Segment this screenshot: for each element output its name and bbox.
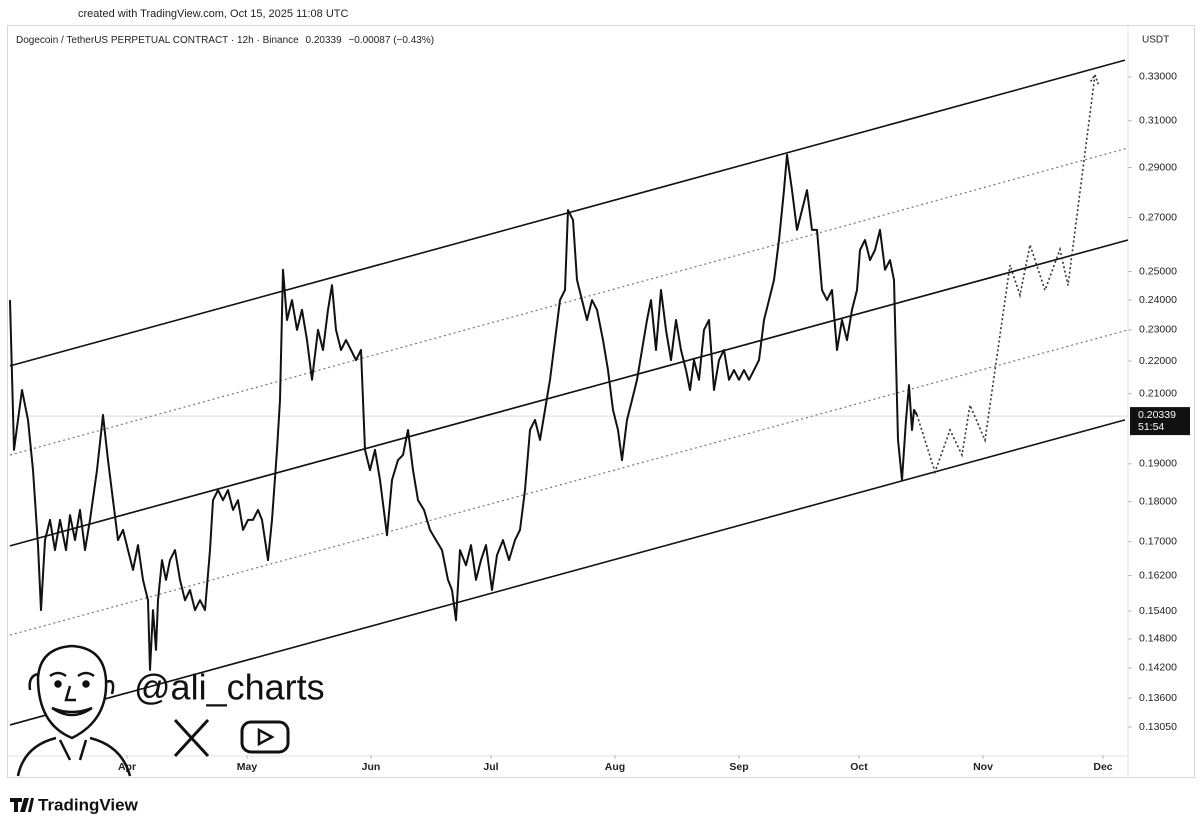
x-tick-label: Jun [362,761,381,773]
countdown: 51:54 [1138,421,1164,433]
currency: USDT [1142,35,1169,46]
y-tick-label: 0.31000 [1139,115,1177,127]
y-tick-label: 0.16200 [1139,569,1177,581]
y-tick-label: 0.24000 [1139,294,1177,306]
last-price-tag [1130,407,1190,436]
x-tick-label: Dec [1093,761,1112,773]
y-tick-label: 0.22000 [1139,355,1177,367]
y-tick-label: 0.17000 [1139,536,1177,548]
projection-line [916,74,1096,475]
youtube-play [257,727,275,747]
x-tick-label: Jul [483,761,498,773]
y-tick-label: 0.18000 [1139,495,1177,507]
last-price-label: 0.20339 [1138,409,1176,421]
watermark-handle: @ali_charts [134,667,325,708]
x-tick-label: Oct [850,761,868,773]
x-tick-label: Nov [973,761,993,773]
brand-name: TradingView [38,795,139,814]
y-tick-label: 0.27000 [1139,211,1177,223]
channel-line [9,329,1129,636]
x-logo [173,718,210,758]
header-change: −0.00087 (−0.43%) [348,35,434,46]
channel-line [9,147,1129,456]
y-tick-label: 0.13050 [1139,721,1177,733]
channel-line [9,239,1129,547]
header-price: 0.20339 [306,35,343,46]
brand-logo [10,798,34,812]
symbol: Dogecoin / TetherUS PERPETUAL CONTRACT ·… [16,35,299,46]
created-note: created with TradingView.com, Oct 15, 20… [78,8,349,20]
y-tick-label: 0.13600 [1139,692,1177,704]
y-tick-label: 0.29000 [1139,161,1177,173]
x-tick-label: Sep [729,761,748,773]
x-tick-label: May [237,761,258,773]
watermark: @ali_charts [16,644,325,777]
avatar [16,644,132,777]
y-tick-label: 0.15400 [1139,605,1177,617]
y-tick-label: 0.19000 [1139,458,1177,470]
y-tick-label: 0.14200 [1139,662,1177,674]
brand: TradingView [10,795,139,814]
projection-arrowhead [1088,72,1099,85]
x-tick-label: Aug [605,761,625,773]
y-tick-label: 0.14800 [1139,633,1177,645]
chart-frame [7,25,1195,778]
price-line [9,153,918,671]
youtube-logo [240,720,290,754]
y-tick-label: 0.23000 [1139,324,1177,336]
chart-header: Dogecoin / TetherUS PERPETUAL CONTRACT ·… [16,35,434,46]
y-tick-label: 0.21000 [1139,387,1177,399]
y-tick-label: 0.25000 [1139,265,1177,277]
channel-line [9,419,1126,726]
y-tick-label: 0.33000 [1139,71,1177,83]
